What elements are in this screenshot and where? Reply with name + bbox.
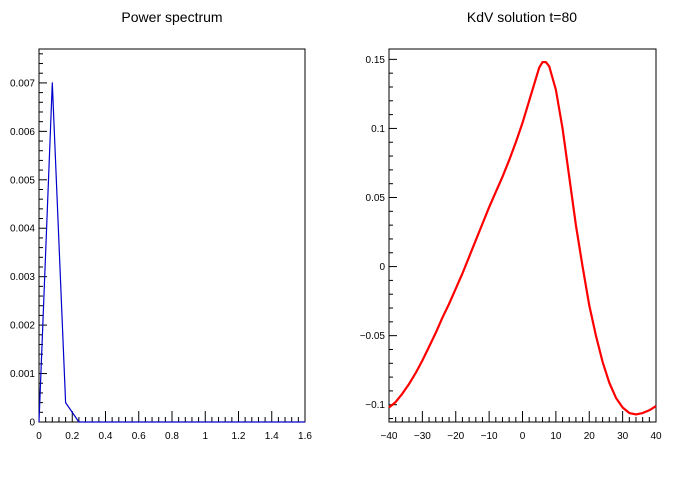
y-tick-label: 0.003 — [10, 272, 35, 283]
y-tick-label: 0.05 — [366, 193, 386, 204]
y-tick-label: 0.002 — [10, 321, 35, 332]
y-tick-label: 0 — [29, 418, 35, 429]
x-tick-label: −10 — [481, 431, 498, 442]
y-tick-label: 0.006 — [10, 127, 35, 138]
x-tick-label: 10 — [550, 431, 562, 442]
x-tick-label: 1.4 — [265, 431, 279, 442]
chart-title: KdV solution t=80 — [467, 9, 577, 25]
x-tick-label: 1.6 — [298, 431, 312, 442]
x-tick-label: 0.4 — [99, 431, 113, 442]
y-tick-label: −0.1 — [365, 400, 385, 411]
x-tick-label: −40 — [381, 431, 398, 442]
x-tick-label: 1.2 — [232, 431, 246, 442]
plot-frame — [38, 48, 306, 423]
x-tick-label: 1 — [202, 431, 208, 442]
x-tick-label: 30 — [617, 431, 629, 442]
chart-2: KdV solution t=80 −40 −30 −20 −10 0 10 20 30 40 −0… — [360, 9, 662, 442]
y-tick-label: 0.001 — [10, 369, 35, 380]
x-tick-label: 0 — [36, 431, 42, 442]
chart-title: Power spectrum — [121, 9, 222, 25]
y-tick-label: 0.1 — [371, 124, 385, 135]
y-tick-label: 0.15 — [366, 55, 386, 66]
x-tick-label: 0.2 — [65, 431, 79, 442]
y-tick-label: 0 — [379, 262, 385, 273]
x-tick-label: 0.8 — [165, 431, 179, 442]
y-tick-label: −0.05 — [360, 331, 386, 342]
x-tick-label: 0.6 — [132, 431, 146, 442]
chart-1: Power spectrum 0 0.2 0.4 0.6 0.8 1 1.2 1.4 1.6 0 0.… — [10, 9, 312, 442]
y-tick-label: 0.007 — [10, 78, 35, 89]
y-tick-label: 0.004 — [10, 224, 35, 235]
series-line — [388, 61, 657, 416]
x-tick-label: 40 — [650, 431, 662, 442]
series-line — [38, 82, 305, 423]
y-tick-label: 0.005 — [10, 175, 35, 186]
x-tick-label: −30 — [414, 431, 431, 442]
x-tick-label: −20 — [447, 431, 464, 442]
x-tick-label: 0 — [520, 431, 526, 442]
x-tick-label: 20 — [584, 431, 596, 442]
plot-frame — [388, 48, 657, 423]
